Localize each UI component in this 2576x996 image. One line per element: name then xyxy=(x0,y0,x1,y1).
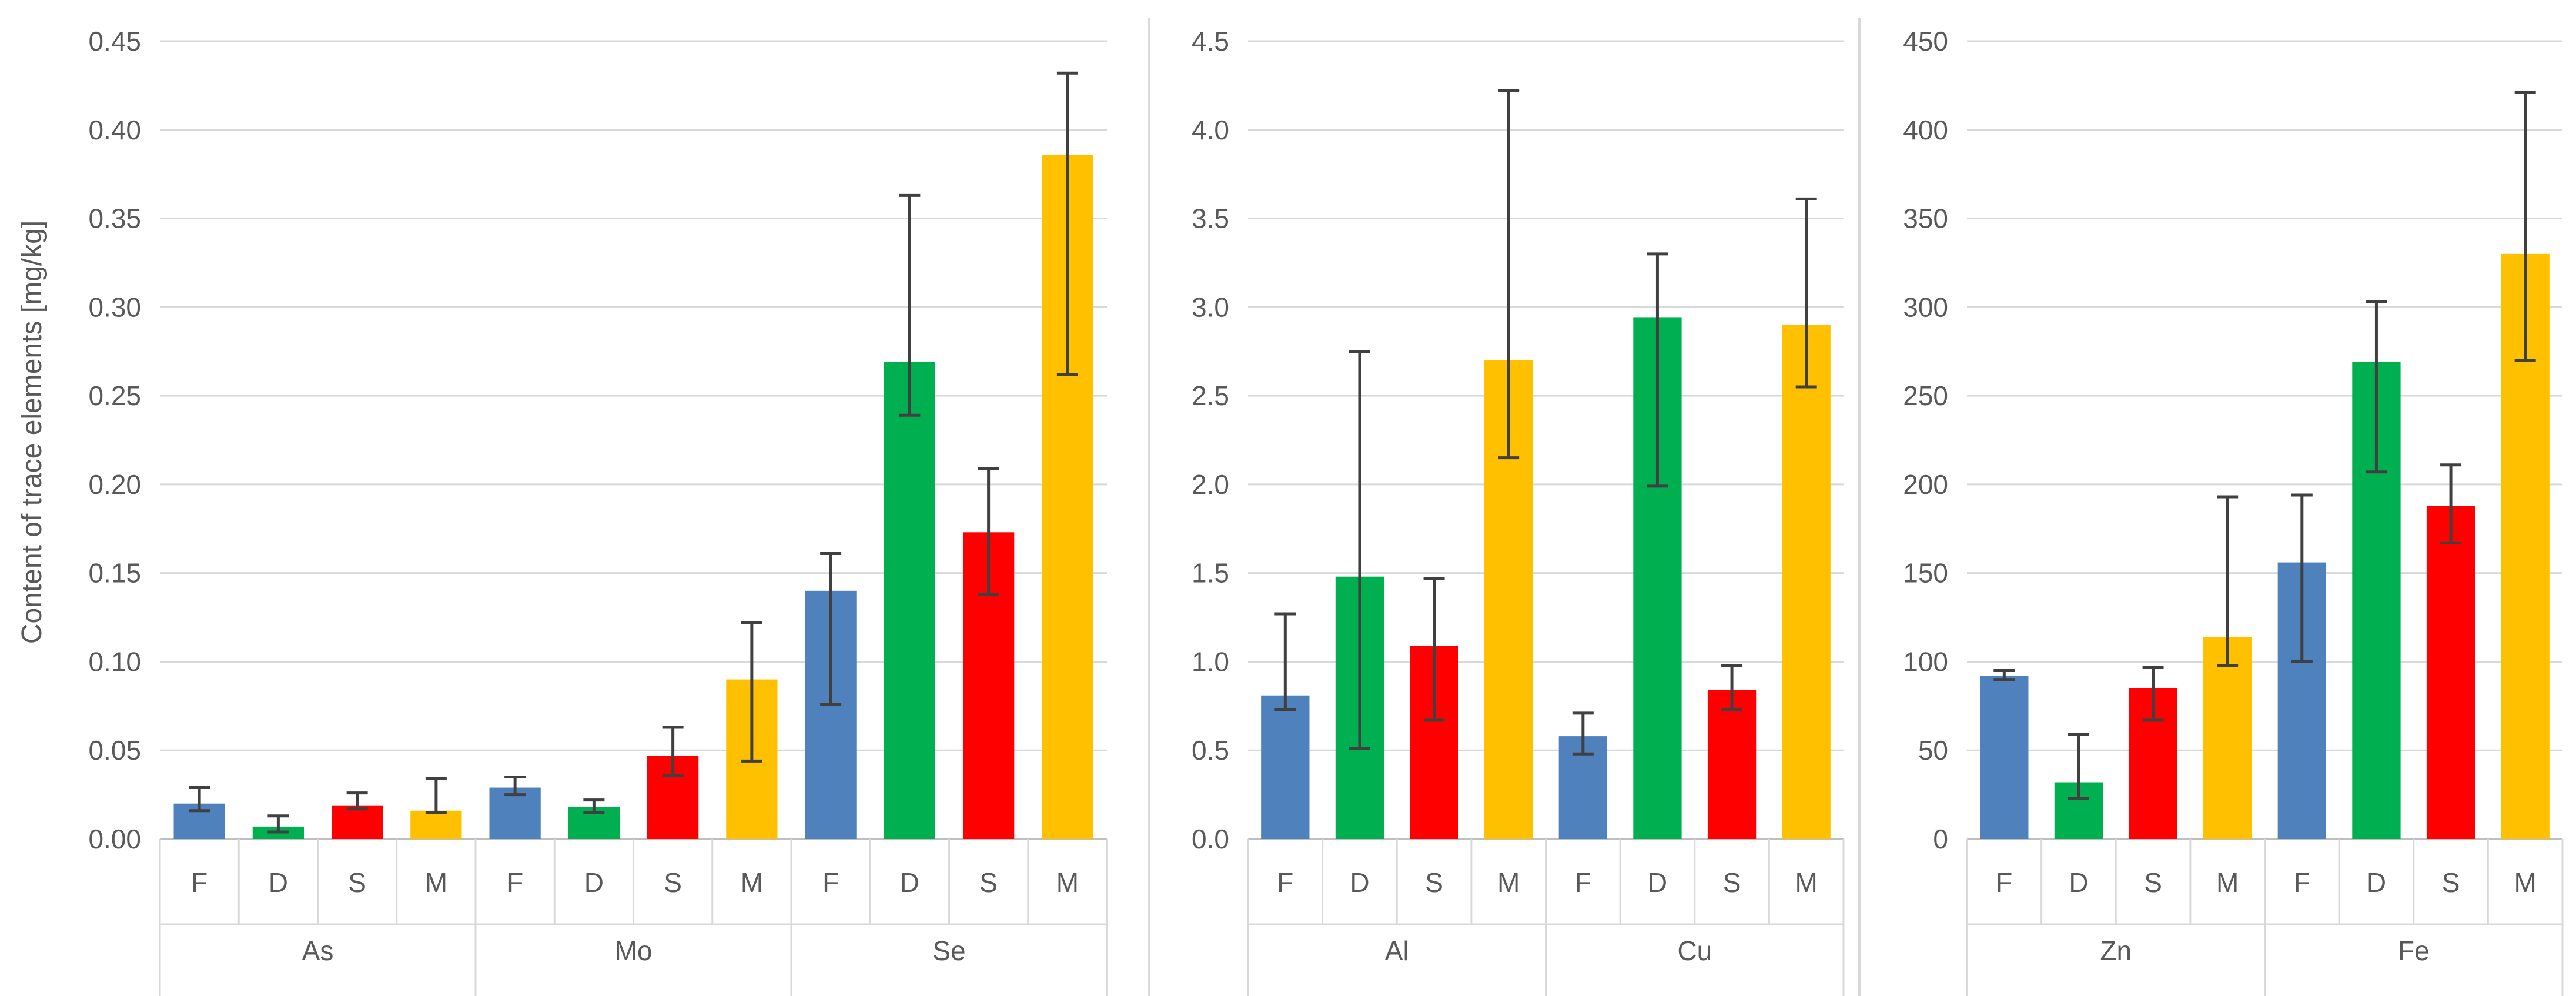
x-category-label: F xyxy=(822,867,839,898)
y-tick-label: 4.5 xyxy=(1192,26,1229,56)
y-tick-label: 3.0 xyxy=(1192,292,1229,322)
x-category-label: D xyxy=(1648,867,1667,898)
y-tick-label: 3.5 xyxy=(1192,203,1229,234)
x-category-label: F xyxy=(191,867,208,898)
y-tick-label: 0.05 xyxy=(88,735,141,766)
bar-as-m xyxy=(410,810,462,839)
y-tick-label: 0.30 xyxy=(88,292,141,322)
y-tick-label: 4.0 xyxy=(1192,115,1229,145)
bar-cu-s xyxy=(1707,690,1757,839)
y-tick-label: 2.5 xyxy=(1192,380,1229,411)
x-category-label: M xyxy=(2216,867,2239,898)
bar-mo-f xyxy=(489,787,541,839)
y-tick-label: 400 xyxy=(1903,115,1948,145)
x-category-label: D xyxy=(584,867,604,898)
y-tick-label: 250 xyxy=(1903,380,1948,411)
y-tick-label: 200 xyxy=(1903,469,1948,500)
y-tick-label: 0.15 xyxy=(88,558,141,589)
bar-cu-m xyxy=(1782,325,1831,839)
bar-se-d xyxy=(884,362,936,839)
y-tick-label: 0 xyxy=(1933,824,1948,854)
x-category-label: S xyxy=(2144,867,2162,898)
y-tick-label: 150 xyxy=(1903,558,1948,589)
x-category-label: D xyxy=(2069,867,2088,898)
y-tick-label: 450 xyxy=(1903,26,1948,56)
x-category-label: D xyxy=(2367,867,2386,898)
x-category-label: M xyxy=(1795,867,1818,898)
bar-fe-s xyxy=(2426,506,2475,839)
y-tick-label: 0.20 xyxy=(88,469,141,500)
x-category-label: F xyxy=(2294,867,2310,898)
x-category-label: D xyxy=(900,867,919,898)
x-group-label: Mo xyxy=(615,935,653,966)
y-tick-label: 50 xyxy=(1918,735,1948,766)
chart-panels: 0.000.050.100.150.200.250.300.350.400.45… xyxy=(88,18,2564,996)
x-category-label: S xyxy=(1425,867,1443,898)
y-tick-label: 2.0 xyxy=(1192,469,1229,500)
chart-panel-1: 0.00 0.05 0.10 0.15 0.20 0.25 0.30 0.35 0.40 0.45… xyxy=(88,26,1108,996)
x-category-label: D xyxy=(1350,867,1369,898)
x-category-label: S xyxy=(1723,867,1741,898)
y-tick-label: 350 xyxy=(1903,203,1948,234)
bar-zn-m xyxy=(2203,637,2252,839)
chart-panel-2: 0.0 0.5 1.0 1.5 2.0 2.5 3.0 3.5 4.0 4.5 F D S M Al F D S M… xyxy=(1192,26,1845,996)
x-category-label: S xyxy=(2442,867,2460,898)
y-tick-label: 0.45 xyxy=(88,26,141,56)
x-category-label: F xyxy=(1575,867,1591,898)
x-category-label: M xyxy=(741,867,763,898)
y-tick-label: 0.25 xyxy=(88,380,141,411)
x-group-label: As xyxy=(302,935,334,966)
x-category-label: M xyxy=(1497,867,1520,898)
y-tick-label: 0.10 xyxy=(88,646,141,677)
y-tick-label: 0.5 xyxy=(1192,735,1229,766)
x-category-label: D xyxy=(269,867,288,898)
bar-al-f xyxy=(1261,695,1310,839)
x-group-label: Se xyxy=(932,935,965,966)
y-tick-label: 0.40 xyxy=(88,115,141,145)
x-category-label: M xyxy=(2514,867,2537,898)
x-group-label: Al xyxy=(1385,935,1409,966)
x-category-label: F xyxy=(1996,867,2012,898)
x-category-label: F xyxy=(507,867,523,898)
y-axis-label: Content of trace elements [mg/kg] xyxy=(16,220,48,644)
y-tick-label: 0.35 xyxy=(88,203,141,234)
x-category-label: S xyxy=(664,867,682,898)
x-group-label: Cu xyxy=(1677,935,1712,966)
chart-panel-3: 0 50 100 150 200 250 300 350 400 450 F D S M Zn F D S M Fe xyxy=(1903,26,2564,996)
y-tick-label: 300 xyxy=(1903,292,1948,322)
y-tick-label: 0.0 xyxy=(1192,824,1229,854)
y-tick-label: 0.00 xyxy=(88,824,141,854)
y-tick-label: 1.0 xyxy=(1192,646,1229,677)
y-tick-label: 100 xyxy=(1903,646,1948,677)
x-group-label: Zn xyxy=(2100,935,2132,966)
x-category-label: M xyxy=(425,867,447,898)
x-category-label: F xyxy=(1277,867,1293,898)
x-group-label: Fe xyxy=(2398,935,2430,966)
x-category-label: S xyxy=(348,867,366,898)
bar-zn-f xyxy=(1980,676,2029,839)
bar-as-s xyxy=(331,805,383,839)
y-tick-label: 1.5 xyxy=(1192,558,1229,589)
x-category-label: M xyxy=(1056,867,1079,898)
x-category-label: S xyxy=(979,867,998,898)
